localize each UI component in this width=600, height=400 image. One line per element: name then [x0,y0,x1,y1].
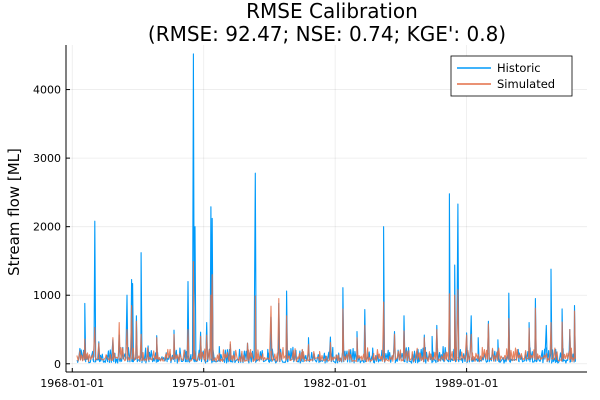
y-tick-label: 4000 [33,84,61,97]
y-tick-label: 1000 [33,289,61,302]
y-tick-label: 2000 [33,221,61,234]
legend: Historic Simulated [450,55,573,97]
axes: 0 1000 2000 3000 4000 1968-01-01 1975-01-01 198… [33,45,587,390]
grid [66,45,587,372]
y-tick-label: 0 [54,358,61,371]
chart-subtitle: (RMSE: 92.47; NSE: 0.74; KGE': 0.8) [148,22,506,46]
x-tick-label: 1982-01-01 [303,377,367,390]
series-line-historic [76,53,576,364]
x-tick-label: 1989-01-01 [435,377,499,390]
x-tick-label: 1968-01-01 [40,377,104,390]
y-tick-label: 3000 [33,152,61,165]
legend-label-historic: Historic [497,61,541,75]
y-axis-label: Stream flow [ML] [5,148,23,276]
legend-label-simulated: Simulated [497,77,555,91]
chart-title: RMSE Calibration [246,0,418,23]
series-line-simulated [76,261,576,363]
legend-box [450,55,573,97]
series-group [76,53,576,364]
x-tick-label: 1975-01-01 [172,377,236,390]
